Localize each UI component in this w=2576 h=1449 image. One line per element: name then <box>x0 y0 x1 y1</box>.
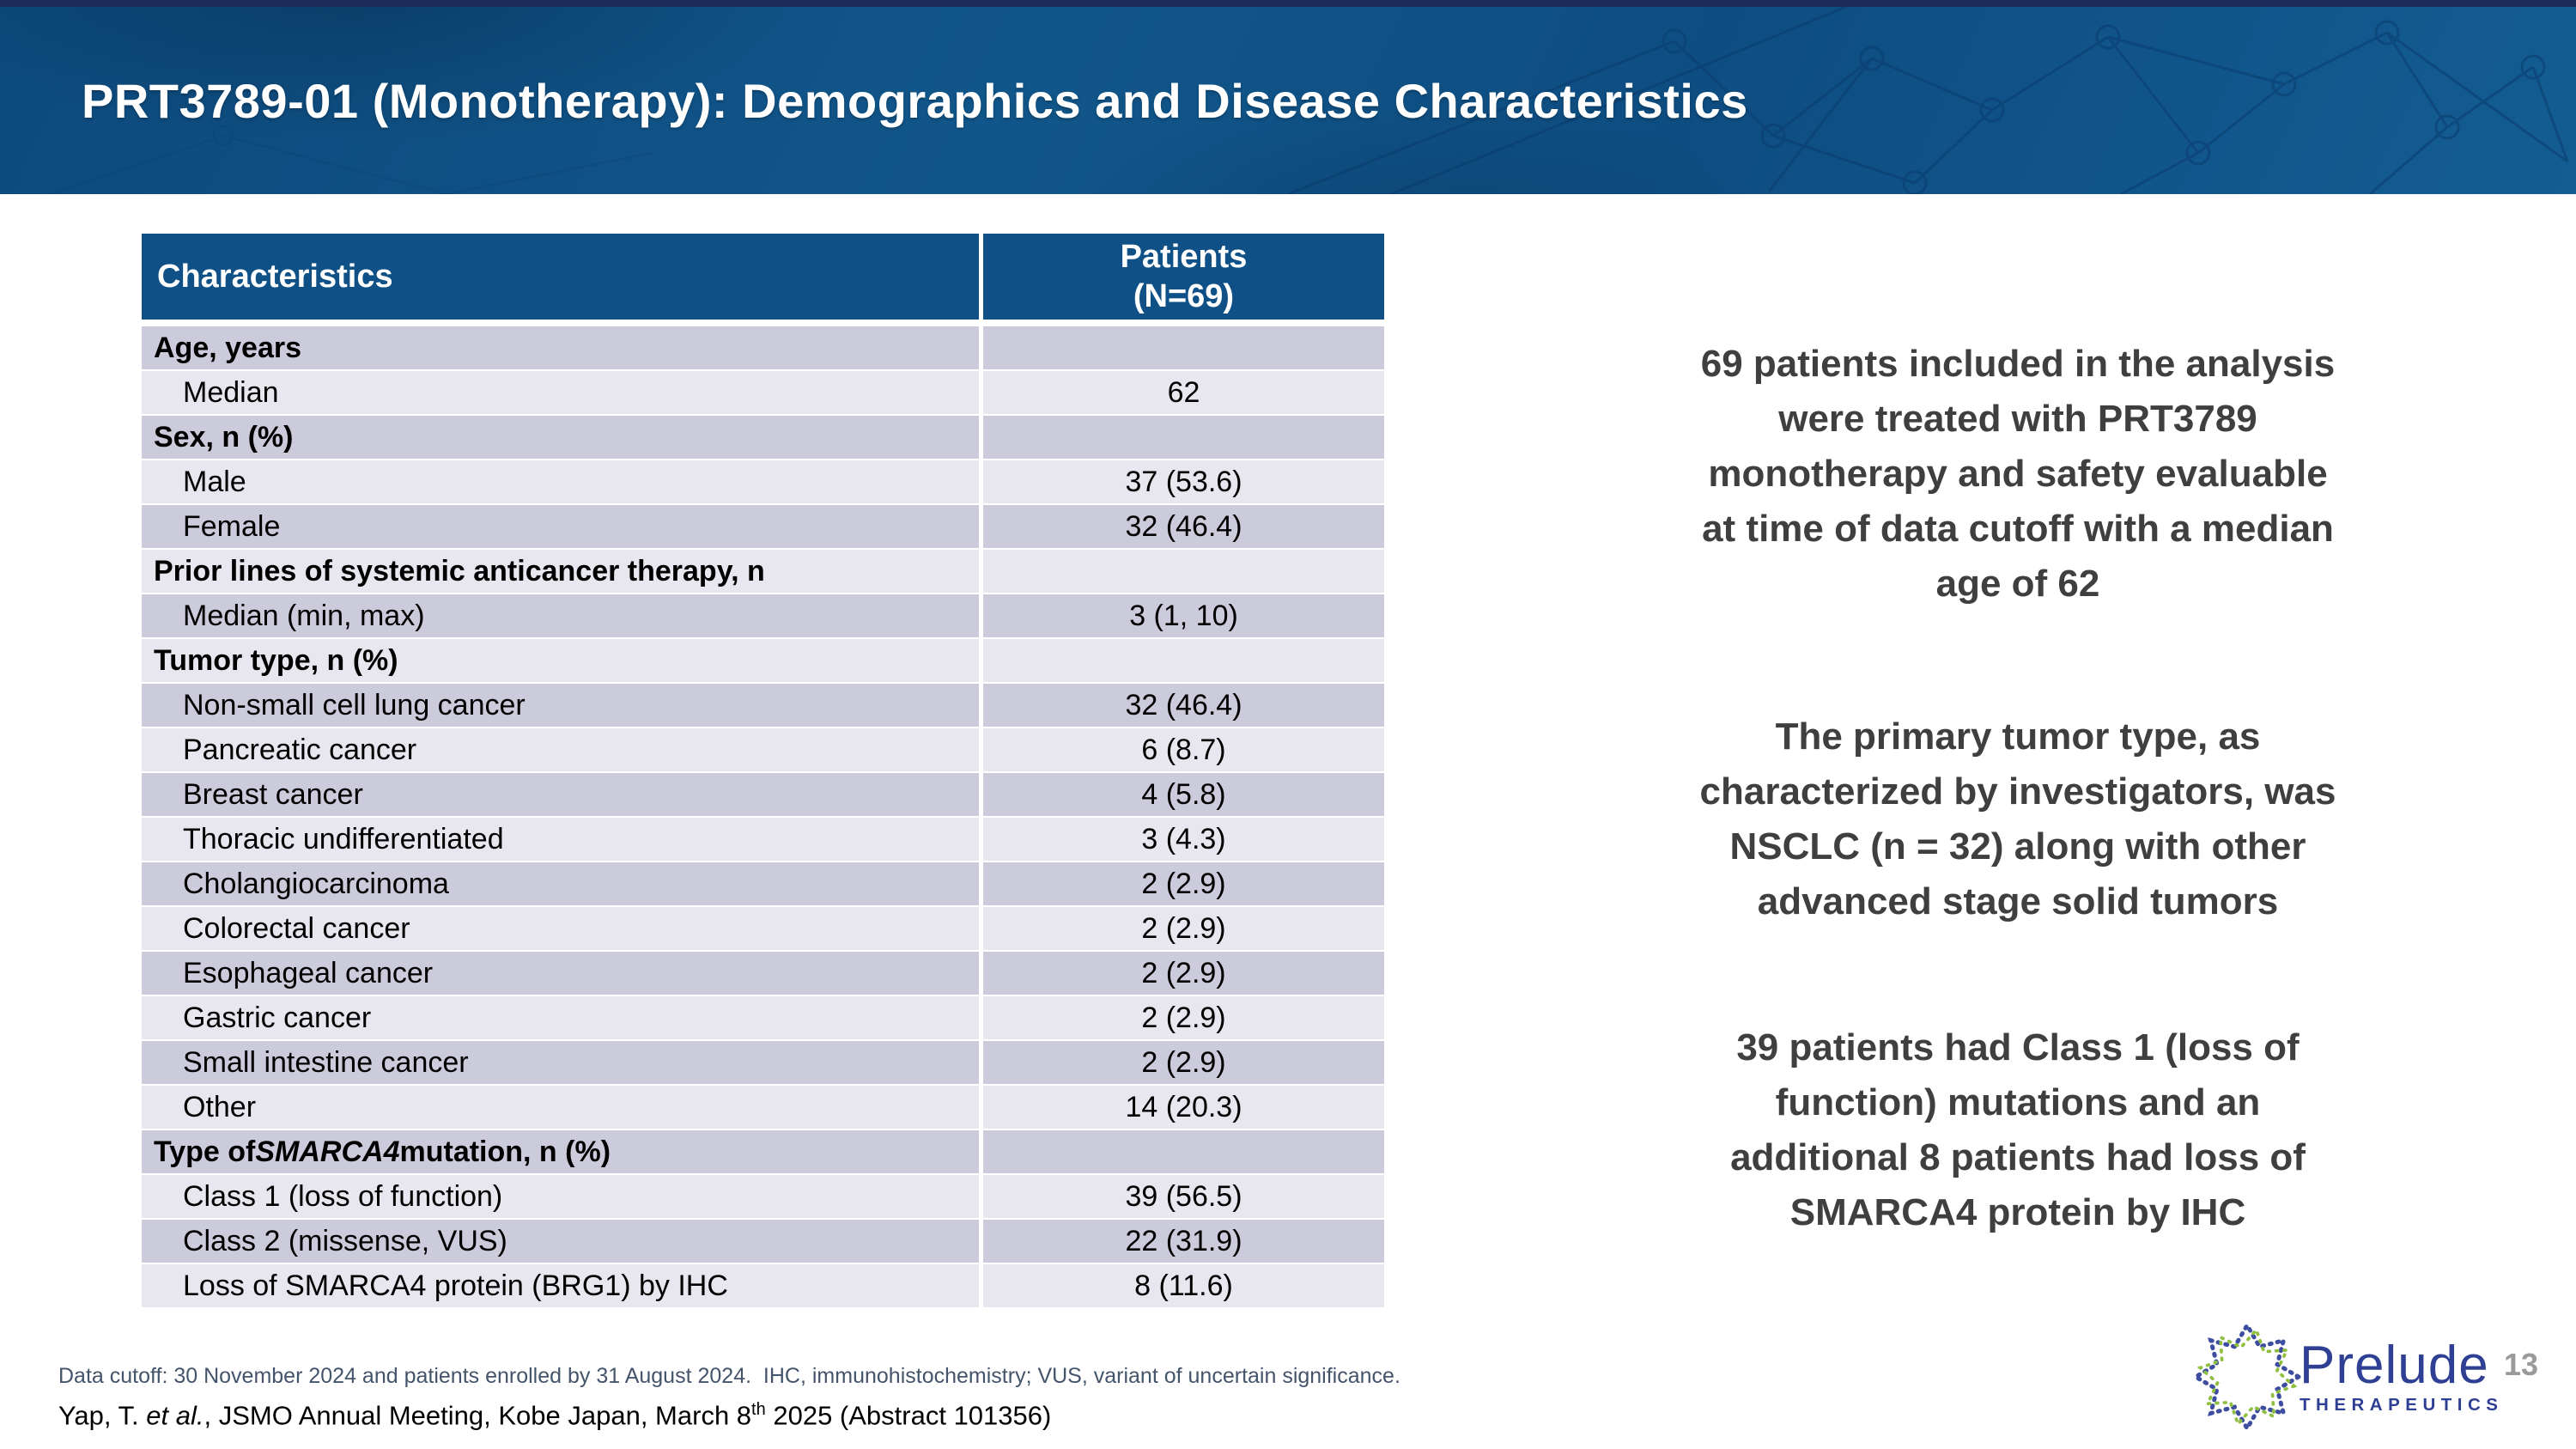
table-row-label: Pancreatic cancer <box>183 733 417 766</box>
table-row-value <box>979 1130 1384 1173</box>
table-row: Thoracic undifferentiated 3 (4.3) <box>142 818 1384 861</box>
table-row-label: Tumor type, n (%) <box>154 643 398 677</box>
table-row-value: 22 (31.9) <box>979 1220 1384 1263</box>
table-row-label: Loss of SMARCA4 protein (BRG1) by IHC <box>183 1269 728 1302</box>
table-row-label: Colorectal cancer <box>183 911 410 945</box>
table-row-label-part: SMARCA4 <box>255 1135 400 1168</box>
table-header-characteristics: Characteristics <box>157 258 393 295</box>
table-row-value: 4 (5.8) <box>979 773 1384 816</box>
table-row-value: 2 (2.9) <box>979 907 1384 950</box>
table-row: Breast cancer 4 (5.8) <box>142 773 1384 816</box>
data-cutoff-footnote: Data cutoff: 30 November 2024 and patien… <box>58 1364 1400 1388</box>
citation-suffix: 2025 (Abstract 101356) <box>765 1400 1052 1431</box>
highlight-primary-tumor-type: The primary tumor type, as characterized… <box>1699 715 2336 922</box>
highlight-smarca4-mutations: 39 patients had Class 1 (loss of functio… <box>1730 1026 2306 1233</box>
logo-sub-text: THERAPEUTICS <box>2300 1394 2504 1415</box>
table-row-label: Cholangiocarcinoma <box>183 867 449 900</box>
table-row-value: 2 (2.9) <box>979 952 1384 995</box>
table-row-label-part: Type of <box>154 1135 256 1168</box>
table-row: Male 37 (53.6) <box>142 460 1384 503</box>
table-row: Class 1 (loss of function) 39 (56.5) <box>142 1175 1384 1218</box>
table-row-label: Female <box>183 509 281 543</box>
table-row: Class 2 (missense, VUS) 22 (31.9) <box>142 1220 1384 1263</box>
table-row-value: 14 (20.3) <box>979 1086 1384 1129</box>
table-header-row: Characteristics Patients (N=69) <box>142 234 1384 320</box>
table-row-value: 39 (56.5) <box>979 1175 1384 1218</box>
table-row-label: Median <box>183 375 279 409</box>
table-row-label: Non-small cell lung cancer <box>183 688 526 721</box>
logo-brand-text: Prelude <box>2300 1335 2489 1395</box>
table-row-value: 37 (53.6) <box>979 460 1384 503</box>
table-row-label: Other <box>183 1090 257 1123</box>
table-row-label: Class 2 (missense, VUS) <box>183 1224 507 1257</box>
citation-superscript: th <box>751 1400 766 1419</box>
table-row-value <box>979 550 1384 593</box>
table-row: Type of SMARCA4 mutation, n (%) <box>142 1130 1384 1173</box>
demographics-table: Characteristics Patients (N=69) Age, yea… <box>142 234 1384 1307</box>
table-row: Cholangiocarcinoma 2 (2.9) <box>142 862 1384 905</box>
citation-prefix: Yap, T. <box>58 1400 147 1431</box>
table-row-label: Esophageal cancer <box>183 956 434 989</box>
table-row: Median 62 <box>142 371 1384 414</box>
table-row: Non-small cell lung cancer 32 (46.4) <box>142 684 1384 727</box>
table-row-value: 2 (2.9) <box>979 1041 1384 1084</box>
table-row: Other 14 (20.3) <box>142 1086 1384 1129</box>
table-row-label: Median (min, max) <box>183 599 425 632</box>
table-row: Gastric cancer 2 (2.9) <box>142 996 1384 1039</box>
table-row-value: 3 (1, 10) <box>979 594 1384 637</box>
highlight-analysis-population: 69 patients included in the analysis wer… <box>1700 343 2336 605</box>
table-row-value: 32 (46.4) <box>979 505 1384 548</box>
table-row-label: Type of SMARCA4 mutation, n (%) <box>142 1130 979 1173</box>
table-header-patients: Patients (N=69) <box>979 234 1384 320</box>
table-row-value: 3 (4.3) <box>979 818 1384 861</box>
table-row: Age, years <box>142 326 1384 369</box>
table-row: Tumor type, n (%) <box>142 639 1384 682</box>
table-row-label: Gastric cancer <box>183 1001 372 1034</box>
table-row-value: 2 (2.9) <box>979 996 1384 1039</box>
table-row: Sex, n (%) <box>142 416 1384 459</box>
table-row-label: Class 1 (loss of function) <box>183 1179 503 1213</box>
table-row-label: Prior lines of systemic anticancer thera… <box>154 554 765 588</box>
table-row: Prior lines of systemic anticancer thera… <box>142 550 1384 593</box>
citation-etal: et al. <box>146 1400 204 1431</box>
table-row-label-part: mutation, n (%) <box>399 1135 611 1168</box>
table-row-value <box>979 326 1384 369</box>
table-row-value <box>979 416 1384 459</box>
table-row-label: Age, years <box>154 331 301 364</box>
title-banner: PRT3789-01 (Monotherapy): Demographics a… <box>0 7 2576 194</box>
table-row: Female 32 (46.4) <box>142 505 1384 548</box>
table-row: Loss of SMARCA4 protein (BRG1) by IHC 8 … <box>142 1264 1384 1307</box>
table-row-value <box>979 639 1384 682</box>
citation-line: Yap, T. et al., JSMO Annual Meeting, Kob… <box>58 1400 1051 1431</box>
page-number: 13 <box>2504 1347 2539 1382</box>
table-row-value: 62 <box>979 371 1384 414</box>
citation-mid: , JSMO Annual Meeting, Kobe Japan, March… <box>204 1400 752 1431</box>
table-row-value: 6 (8.7) <box>979 728 1384 771</box>
table-row-label: Male <box>183 465 246 498</box>
prelude-wordmark: Prelude THERAPEUTICS <box>2300 1335 2504 1416</box>
table-row: Esophageal cancer 2 (2.9) <box>142 952 1384 995</box>
prelude-logo: Prelude THERAPEUTICS <box>2191 1321 2503 1433</box>
table-row-value: 32 (46.4) <box>979 684 1384 727</box>
table-row-value: 2 (2.9) <box>979 862 1384 905</box>
table-row-label: Breast cancer <box>183 777 363 811</box>
table-row: Small intestine cancer 2 (2.9) <box>142 1041 1384 1084</box>
table-row-label: Thoracic undifferentiated <box>183 822 504 855</box>
table-row-label: Sex, n (%) <box>154 420 294 454</box>
page-title: PRT3789-01 (Monotherapy): Demographics a… <box>82 73 1748 128</box>
table-row: Colorectal cancer 2 (2.9) <box>142 907 1384 950</box>
table-row: Median (min, max) 3 (1, 10) <box>142 594 1384 637</box>
table-body: Age, years Median 62 Sex, n (%) Male 37 … <box>142 326 1384 1307</box>
network-pattern-decoration <box>51 7 2569 194</box>
table-row: Pancreatic cancer 6 (8.7) <box>142 728 1384 771</box>
top-navy-strip <box>0 0 2576 7</box>
prelude-starburst-icon <box>2191 1321 2303 1433</box>
table-row-value: 8 (11.6) <box>979 1264 1384 1307</box>
table-row-label: Small intestine cancer <box>183 1045 469 1079</box>
